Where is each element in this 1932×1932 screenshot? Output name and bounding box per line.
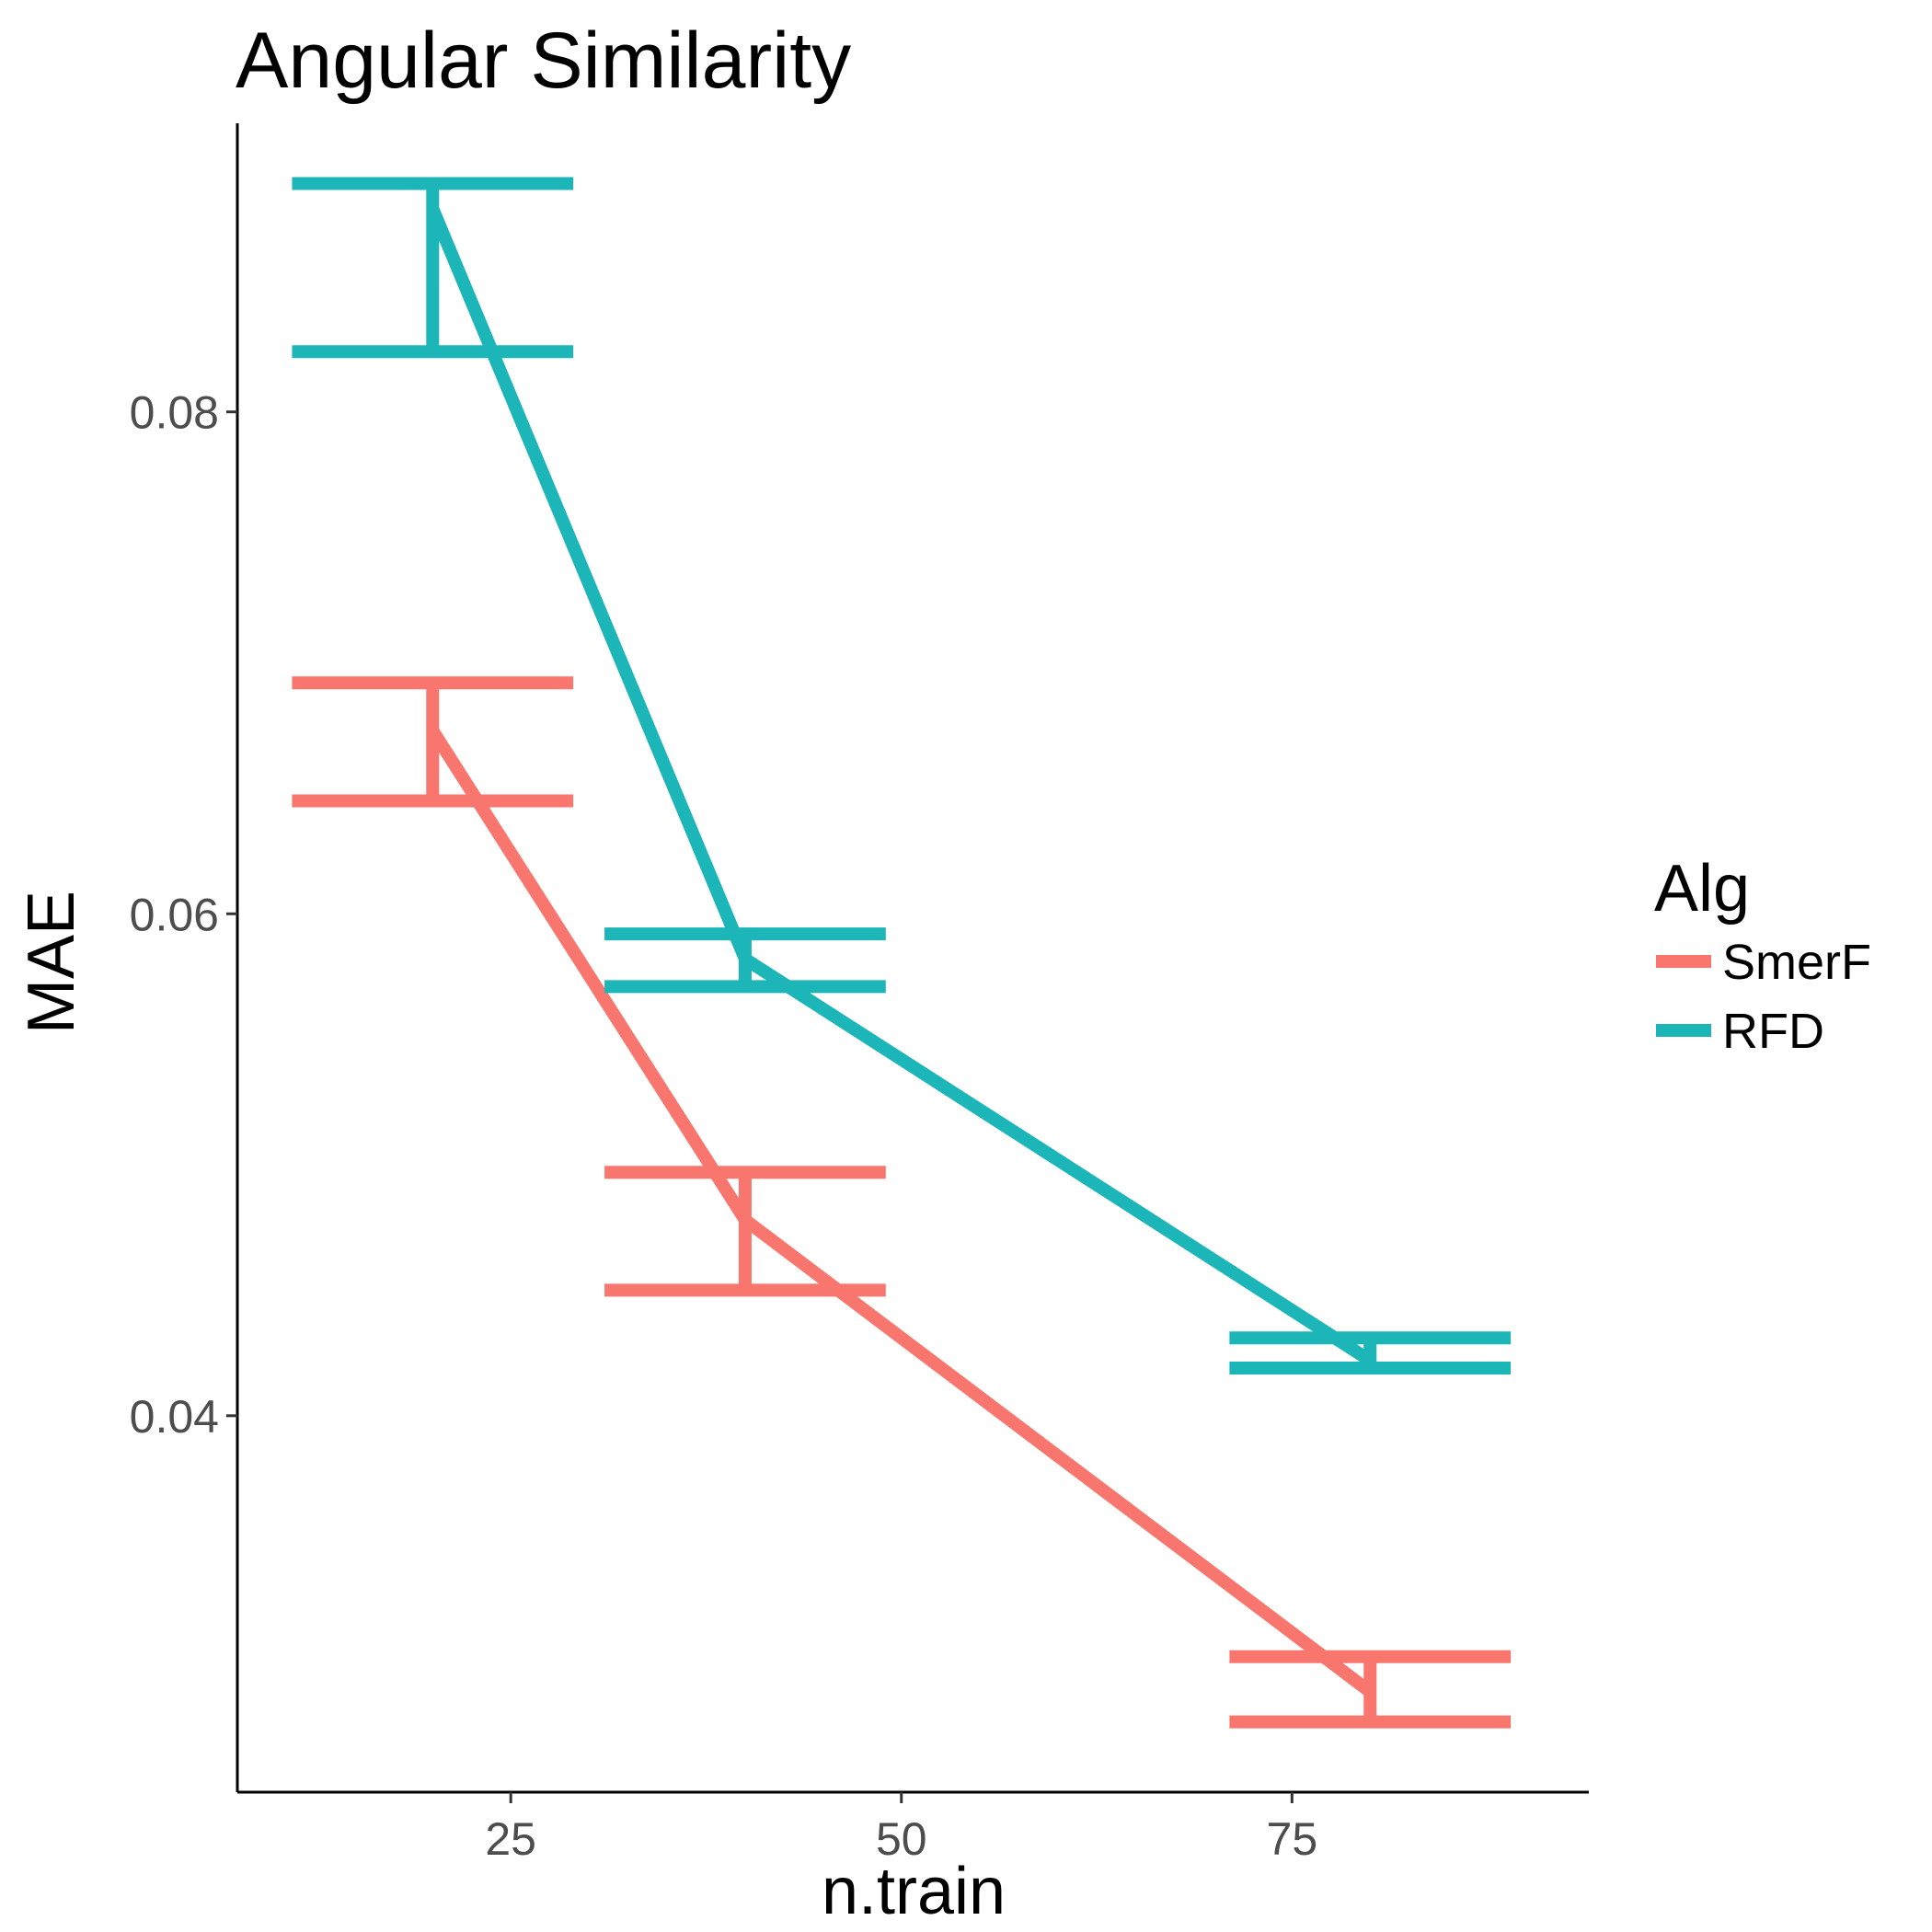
y-tick-label: 0.06 bbox=[130, 889, 219, 940]
plot-panel bbox=[292, 177, 1512, 1729]
y-tick-label: 0.08 bbox=[130, 387, 219, 439]
errorbar-smerf bbox=[292, 676, 574, 808]
errorbar-rfd bbox=[1229, 1331, 1512, 1374]
errorbar-smerf bbox=[1229, 1650, 1512, 1729]
errorbar-smerf bbox=[604, 1166, 886, 1297]
errorbar-rfd bbox=[604, 927, 886, 994]
legend-title: Alg bbox=[1654, 852, 1750, 926]
x-ticks: 25 50 75 bbox=[485, 1792, 1317, 1865]
series-line-rfd bbox=[426, 206, 1374, 1366]
x-tick-label: 50 bbox=[876, 1813, 927, 1865]
series-line-smerf bbox=[427, 727, 1374, 1697]
legend-label-smerf: SmerF bbox=[1722, 935, 1871, 990]
y-ticks: 0.04 0.06 0.08 bbox=[130, 387, 237, 1443]
chart-title: Angular Similarity bbox=[236, 17, 851, 105]
legend: Alg SmerF RFD bbox=[1654, 852, 1871, 1059]
x-tick-label: 25 bbox=[485, 1813, 536, 1865]
x-axis-title: n.train bbox=[822, 1855, 1006, 1928]
x-tick-label: 75 bbox=[1267, 1813, 1318, 1865]
errorbar-rfd bbox=[292, 177, 574, 359]
y-tick-label: 0.04 bbox=[130, 1391, 219, 1443]
y-axis-title: MAE bbox=[15, 891, 88, 1034]
legend-label-rfd: RFD bbox=[1722, 1004, 1824, 1059]
